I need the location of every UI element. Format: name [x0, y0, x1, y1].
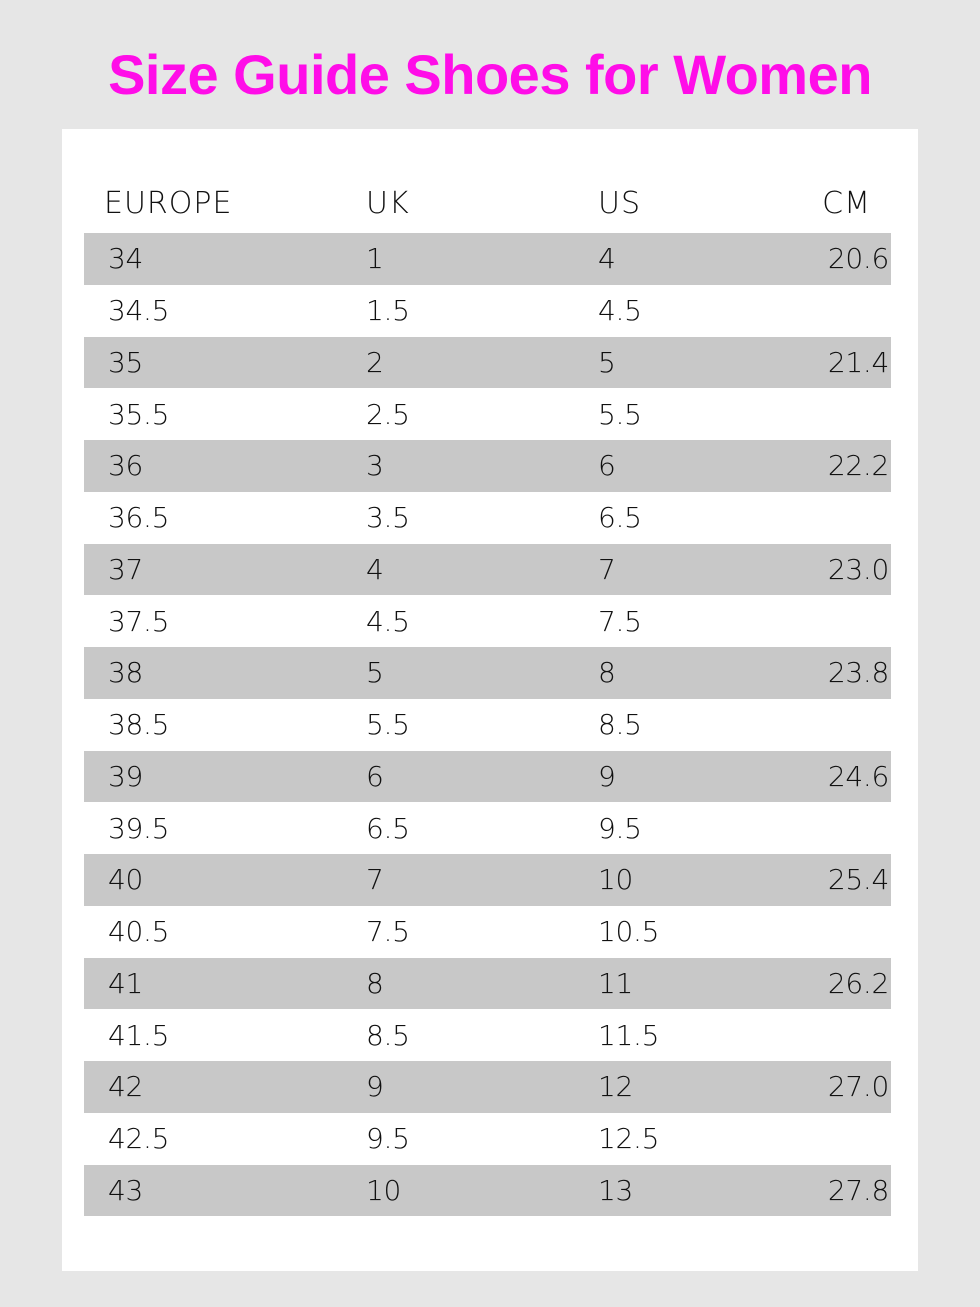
table-row: 36.5 3.5 6.5	[84, 492, 891, 544]
table-row: 41 8 11 26.2	[84, 957, 891, 1010]
cm-length-cell: 23.0	[827, 552, 889, 586]
europe-size-cell: 35	[108, 345, 144, 379]
table-row: 42 9 12 27.0	[84, 1061, 891, 1113]
size-table: EUROPE UK US CM 34 1 4 20.6 34.5 1.5 4.5 35 2 5 21…	[84, 173, 891, 1217]
europe-size-cell: 38.5	[108, 708, 170, 742]
table-row: 36 3 6 22.2	[84, 440, 891, 492]
table-row: 39.5 6.5 9.5	[84, 802, 891, 854]
europe-size-cell: 43	[108, 1173, 144, 1207]
table-header-row: EUROPE UK US CM	[84, 173, 891, 233]
us-size-cell: 8	[598, 656, 616, 690]
uk-size-cell: 6	[366, 759, 384, 793]
us-size-cell: 10	[598, 863, 634, 897]
uk-size-cell: 7.5	[366, 915, 410, 949]
us-size-cell: 6	[598, 449, 616, 483]
us-size-cell: 8.5	[598, 708, 642, 742]
header-uk: UK	[366, 185, 410, 221]
cm-length-cell: 25.4	[827, 863, 889, 897]
europe-size-cell: 41.5	[108, 1018, 170, 1052]
header-us: US	[598, 185, 642, 221]
cm-length-cell: 26.2	[827, 966, 889, 1000]
uk-size-cell: 4.5	[366, 604, 410, 638]
europe-size-cell: 34.5	[108, 294, 170, 328]
uk-size-cell: 7	[366, 863, 384, 897]
uk-size-cell: 8	[366, 966, 384, 1000]
uk-size-cell: 5	[366, 656, 384, 690]
cm-length-cell: 23.8	[827, 656, 889, 690]
table-row: 37.5 4.5 7.5	[84, 595, 891, 647]
europe-size-cell: 35.5	[108, 397, 170, 431]
us-size-cell: 10.5	[598, 915, 660, 949]
uk-size-cell: 5.5	[366, 708, 410, 742]
uk-size-cell: 3.5	[366, 501, 410, 535]
us-size-cell: 6.5	[598, 501, 642, 535]
europe-size-cell: 36	[108, 449, 144, 483]
table-row: 35 2 5 21.4	[84, 336, 891, 389]
europe-size-cell: 39.5	[108, 811, 170, 845]
us-size-cell: 9	[598, 759, 616, 793]
table-row: 41.5 8.5 11.5	[84, 1009, 891, 1061]
table-row: 35.5 2.5 5.5	[84, 388, 891, 440]
us-size-cell: 4	[598, 242, 616, 276]
table-row: 37 4 7 23.0	[84, 543, 891, 596]
cm-length-cell: 20.6	[827, 242, 889, 276]
us-size-cell: 7.5	[598, 604, 642, 638]
table-row: 43 10 13 27.8	[84, 1164, 891, 1217]
europe-size-cell: 42	[108, 1070, 144, 1104]
europe-size-cell: 40	[108, 863, 144, 897]
table-row: 38.5 5.5 8.5	[84, 699, 891, 751]
us-size-cell: 5.5	[598, 397, 642, 431]
table-row: 42.5 9.5 12.5	[84, 1113, 891, 1165]
us-size-cell: 11	[598, 966, 634, 1000]
table-row: 39 6 9 24.6	[84, 750, 891, 803]
europe-size-cell: 36.5	[108, 501, 170, 535]
europe-size-cell: 34	[108, 242, 144, 276]
table-row: 40 7 10 25.4	[84, 854, 891, 906]
cm-length-cell: 27.0	[827, 1070, 889, 1104]
europe-size-cell: 42.5	[108, 1122, 170, 1156]
uk-size-cell: 6.5	[366, 811, 410, 845]
uk-size-cell: 4	[366, 552, 384, 586]
uk-size-cell: 2.5	[366, 397, 410, 431]
europe-size-cell: 39	[108, 759, 144, 793]
europe-size-cell: 40.5	[108, 915, 170, 949]
header-europe: EUROPE	[104, 185, 233, 221]
header-cm: CM	[822, 185, 871, 221]
table-row: 34.5 1.5 4.5	[84, 285, 891, 337]
us-size-cell: 4.5	[598, 294, 642, 328]
us-size-cell: 7	[598, 552, 616, 586]
uk-size-cell: 1.5	[366, 294, 410, 328]
uk-size-cell: 9.5	[366, 1122, 410, 1156]
europe-size-cell: 37.5	[108, 604, 170, 638]
uk-size-cell: 10	[366, 1173, 402, 1207]
table-row: 34 1 4 20.6	[84, 233, 891, 285]
table-row: 40.5 7.5 10.5	[84, 906, 891, 958]
uk-size-cell: 9	[366, 1070, 384, 1104]
cm-length-cell: 21.4	[827, 345, 889, 379]
size-table-card: EUROPE UK US CM 34 1 4 20.6 34.5 1.5 4.5 35 2 5 21…	[62, 129, 918, 1271]
us-size-cell: 12	[598, 1070, 634, 1104]
table-row: 38 5 8 23.8	[84, 647, 891, 699]
cm-length-cell: 24.6	[827, 759, 889, 793]
europe-size-cell: 41	[108, 966, 144, 1000]
europe-size-cell: 37	[108, 552, 144, 586]
uk-size-cell: 8.5	[366, 1018, 410, 1052]
europe-size-cell: 38	[108, 656, 144, 690]
us-size-cell: 12.5	[598, 1122, 660, 1156]
uk-size-cell: 2	[366, 345, 384, 379]
page-title: Size Guide Shoes for Women	[108, 43, 872, 106]
uk-size-cell: 1	[366, 242, 384, 276]
cm-length-cell: 22.2	[827, 449, 889, 483]
us-size-cell: 5	[598, 345, 616, 379]
us-size-cell: 13	[598, 1173, 634, 1207]
uk-size-cell: 3	[366, 449, 384, 483]
cm-length-cell: 27.8	[827, 1173, 889, 1207]
us-size-cell: 11.5	[598, 1018, 660, 1052]
us-size-cell: 9.5	[598, 811, 642, 845]
